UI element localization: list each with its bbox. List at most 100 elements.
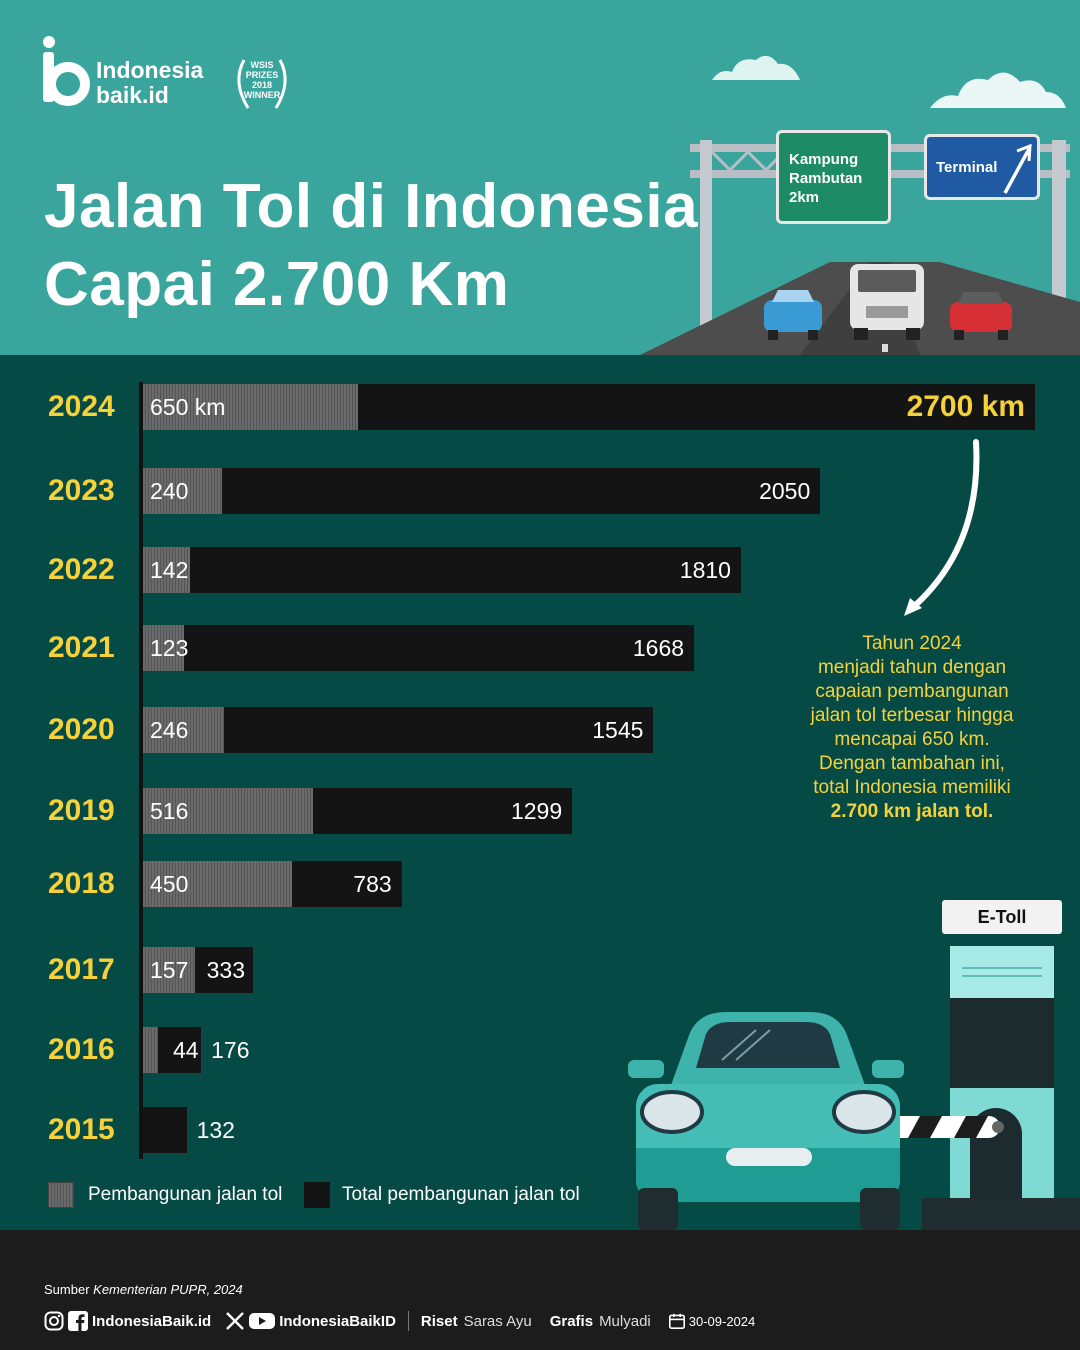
bar-total-2024 (143, 384, 1035, 430)
youtube-icon[interactable] (249, 1311, 276, 1331)
sign-label: Terminal (936, 159, 998, 176)
year-label: 2023 (48, 474, 115, 507)
calendar-icon (668, 1313, 685, 1329)
title-line2: Capai 2.700 Km (44, 250, 510, 319)
award-line: WSIS (250, 60, 274, 70)
footer-credits: IndonesiaBaik.id IndonesiaBaikID Riset S… (44, 1306, 755, 1336)
bar-new-2018 (143, 861, 292, 907)
label-new-2022: 142 (150, 557, 189, 583)
bar-total-2015 (143, 1107, 187, 1153)
sign-line: Rambutan (789, 170, 863, 187)
label-total-2016: 176 (211, 1037, 250, 1063)
footer-divider (407, 1311, 409, 1331)
label-new-2019: 516 (150, 798, 189, 824)
label-new-2024: 650 km (150, 394, 226, 420)
bar-total-2023 (143, 468, 821, 514)
chart-axis (139, 382, 143, 1159)
year-label: 2024 (48, 390, 115, 423)
cloud-icon (930, 72, 1066, 108)
header-banner: Kampung Rambutan 2km Terminal Indonesia … (0, 0, 1080, 355)
arrow-up-right-icon (1003, 143, 1032, 194)
annotation-text: Tahun 2024 menjadi tahun dengan capaian … (790, 632, 1034, 824)
e-toll-sign: E-Toll (977, 907, 1027, 927)
label-total-2022: 1810 (679, 557, 731, 583)
label-total-2020: 1545 (592, 717, 644, 743)
indonesiabaik-logo-icon (43, 36, 90, 106)
legend-label-new: Pembangunan jalan tol (88, 1184, 283, 1205)
source-prefix: Sumber (44, 1282, 90, 1297)
footer (0, 1230, 1080, 1350)
instagram-icon[interactable] (44, 1311, 64, 1331)
wsis-award-badge: WSIS PRIZES 2018 WINNER (236, 60, 288, 100)
riset-name: Saras Ayu (463, 1312, 532, 1330)
sign-line: 2km (789, 189, 820, 206)
title-line1: Jalan Tol di Indonesia (44, 172, 699, 241)
label-total-2017: 333 (206, 957, 245, 983)
year-label: 2022 (48, 553, 115, 586)
social-handle-id[interactable]: IndonesiaBaikID (279, 1312, 396, 1330)
year-label: 2019 (48, 794, 115, 827)
sign-line: Kampung (789, 151, 859, 168)
award-line: PRIZES (245, 70, 279, 80)
bar-new-2022 (143, 547, 190, 593)
cloud-icon (712, 55, 800, 80)
label-total-2019: 1299 (510, 798, 563, 824)
label-total-2024: 2700 km (906, 390, 1025, 423)
annotation-line: menjadi tahun dengan (817, 657, 1007, 678)
riset-label: Riset (420, 1312, 458, 1330)
label-new-2021: 123 (150, 635, 189, 661)
label-new-2017: 157 (150, 957, 189, 983)
x-twitter-icon[interactable] (225, 1311, 245, 1331)
bar-new-2019 (143, 788, 314, 834)
year-label: 2016 (48, 1033, 115, 1066)
annotation-line: jalan tol terbesar hingga (810, 705, 1014, 726)
toll-booth-icon (922, 900, 1080, 1230)
annotation-arrow-icon (904, 439, 980, 616)
page-title: Jalan Tol di Indonesia Capai 2.700 Km (44, 168, 698, 324)
label-new-2023: 240 (150, 478, 189, 504)
year-label: 2020 (48, 713, 115, 746)
label-new-2016: 44 (173, 1037, 199, 1063)
brand-name: Indonesia baik.id (96, 58, 203, 108)
facebook-icon[interactable] (68, 1311, 88, 1331)
exit-sign-kampung-rambutan: Kampung Rambutan 2km (776, 130, 891, 224)
publish-date: 30-09-2024 (688, 1313, 756, 1329)
award-line: WINNER (243, 90, 281, 100)
bar-total-2020 (143, 707, 654, 753)
bar-new-2016 (143, 1027, 158, 1073)
source-name: Kementerian PUPR, 2024 (93, 1282, 243, 1297)
award-line: 2018 (251, 80, 273, 90)
label-total-2018: 783 (353, 871, 392, 897)
bar-total-2022 (143, 547, 741, 593)
year-label: 2021 (48, 631, 115, 664)
blue-car-icon (764, 290, 822, 340)
label-new-2018: 450 (150, 871, 189, 897)
bar-total-2017 (143, 947, 253, 993)
annotation-line: Dengan tambahan ini, (819, 753, 1005, 774)
bar-new-2024 (143, 384, 358, 430)
year-label: 2017 (48, 953, 115, 986)
label-total-2015: 132 (196, 1117, 235, 1143)
bar-total-2021 (143, 625, 695, 671)
annotation-bold: 2.700 km jalan tol. (830, 801, 994, 822)
bar-new-2023 (143, 468, 223, 514)
legend-swatch-new (48, 1182, 74, 1208)
brand-line1: Indonesia (96, 57, 204, 83)
grafis-label: Grafis (549, 1312, 594, 1330)
social-handle-site[interactable]: IndonesiaBaik.id (92, 1312, 212, 1330)
grafis-name: Mulyadi (599, 1312, 651, 1330)
bar-new-2017 (143, 947, 195, 993)
annotation-line: mencapai 650 km. (834, 729, 990, 750)
van-icon (850, 264, 924, 340)
bar-new-2020 (143, 707, 225, 753)
annotation-line: capaian pembangunan (815, 681, 1009, 702)
source-credit: Sumber Kementerian PUPR, 2024 (44, 1282, 243, 1297)
laurel-wreath-icon (237, 59, 287, 109)
annotation-line: total Indonesia memiliki (813, 777, 1011, 798)
label-total-2023: 2050 (759, 478, 811, 504)
bar-total-2016 (143, 1027, 202, 1073)
year-label: 2018 (48, 867, 115, 900)
annotation-line: Tahun 2024 (862, 633, 962, 654)
terminal-sign: Terminal (924, 134, 1040, 200)
bar-total-2018 (143, 861, 402, 907)
